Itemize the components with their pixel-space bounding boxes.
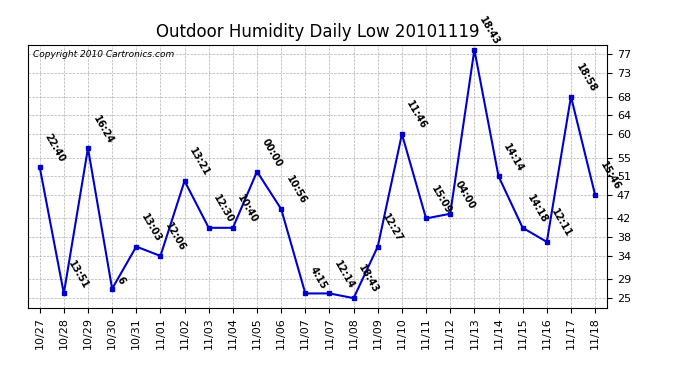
Text: 12:30: 12:30 [212,193,236,225]
Title: Outdoor Humidity Daily Low 20101119: Outdoor Humidity Daily Low 20101119 [156,22,479,40]
Text: 12:06: 12:06 [164,221,188,253]
Text: 10:40: 10:40 [236,193,260,225]
Text: 10:56: 10:56 [284,174,308,206]
Text: 00:00: 00:00 [260,137,284,169]
Text: Copyright 2010 Cartronics.com: Copyright 2010 Cartronics.com [33,50,175,59]
Text: 04:00: 04:00 [453,179,477,211]
Text: 14:18: 14:18 [526,193,550,225]
Text: 12:11: 12:11 [550,207,574,239]
Text: 13:51: 13:51 [67,259,91,291]
Text: 13:03: 13:03 [139,212,164,244]
Text: 14:14: 14:14 [502,142,526,174]
Text: 12:27: 12:27 [381,212,405,244]
Text: 16:24: 16:24 [91,114,115,146]
Text: 22:40: 22:40 [43,132,67,164]
Text: 18:43: 18:43 [477,15,502,47]
Text: 6: 6 [115,275,127,286]
Text: 18:43: 18:43 [357,263,381,296]
Text: 18:58: 18:58 [574,62,598,94]
Text: 11:46: 11:46 [405,99,429,131]
Text: 15:09: 15:09 [429,184,453,216]
Text: 13:21: 13:21 [188,146,212,178]
Text: 15:46: 15:46 [598,160,622,192]
Text: 12:14: 12:14 [333,259,357,291]
Text: 4:15: 4:15 [308,265,329,291]
